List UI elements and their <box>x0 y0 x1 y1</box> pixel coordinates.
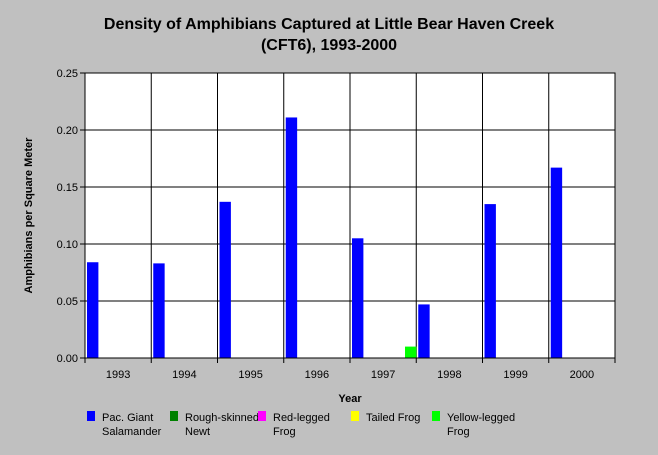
x-tick-label: 1998 <box>437 369 461 381</box>
legend-label: Salamander <box>102 426 162 438</box>
y-tick-label: 0.10 <box>57 239 78 251</box>
legend-item: Yellow-legged Frog <box>432 411 515 438</box>
y-tick-label: 0.00 <box>57 353 78 365</box>
legend-label: Tailed Frog <box>366 412 420 424</box>
legend-swatch <box>87 411 95 421</box>
legend-swatch <box>170 411 178 421</box>
y-axis-title: Amphibians per Square Meter <box>23 137 35 294</box>
x-tick-label: 1999 <box>503 369 527 381</box>
bar <box>87 262 99 358</box>
x-tick-label: 1996 <box>305 369 329 381</box>
legend-label: Frog <box>447 426 470 438</box>
x-tick-label: 1994 <box>172 369 196 381</box>
legend-label: Frog <box>273 426 296 438</box>
chart-title: Density of Amphibians Captured at Little… <box>0 14 658 56</box>
chart-title-line1: Density of Amphibians Captured at Little… <box>103 16 555 33</box>
y-tick-label: 0.15 <box>57 182 78 194</box>
bar <box>352 238 364 358</box>
legend-label: Yellow-legged <box>447 412 515 424</box>
legend-item: Tailed Frog <box>351 411 420 424</box>
x-tick-label: 1993 <box>106 369 130 381</box>
legend-label: Red-legged <box>273 412 330 424</box>
bar <box>405 346 417 358</box>
bar <box>219 201 231 358</box>
bar <box>418 304 430 358</box>
plot-border <box>84 72 616 359</box>
legend-swatch <box>432 411 440 421</box>
legend-label: Rough-skinned <box>185 412 259 424</box>
legend-item: Rough-skinned Newt <box>170 411 259 438</box>
legend-label: Newt <box>185 426 210 438</box>
bar <box>484 204 496 358</box>
legend-item: Pac. Giant Salamander <box>87 411 162 438</box>
x-axis-title: Year <box>338 393 362 405</box>
y-tick-label: 0.05 <box>57 296 78 308</box>
legend-label: Pac. Giant <box>102 412 153 424</box>
legend-swatch <box>258 411 266 421</box>
x-tick-label: 1995 <box>238 369 262 381</box>
y-tick-label: 0.20 <box>57 125 78 137</box>
x-tick-label: 1997 <box>371 369 395 381</box>
bar <box>153 263 165 358</box>
bar <box>285 117 298 359</box>
legend-item: Red-legged Frog <box>258 411 330 438</box>
bar <box>550 167 563 358</box>
x-tick-label: 2000 <box>570 369 594 381</box>
legend-swatch <box>351 411 359 421</box>
y-tick-label: 0.25 <box>57 68 78 80</box>
chart-subtitle: (CFT6), 1993-2000 <box>260 37 398 54</box>
